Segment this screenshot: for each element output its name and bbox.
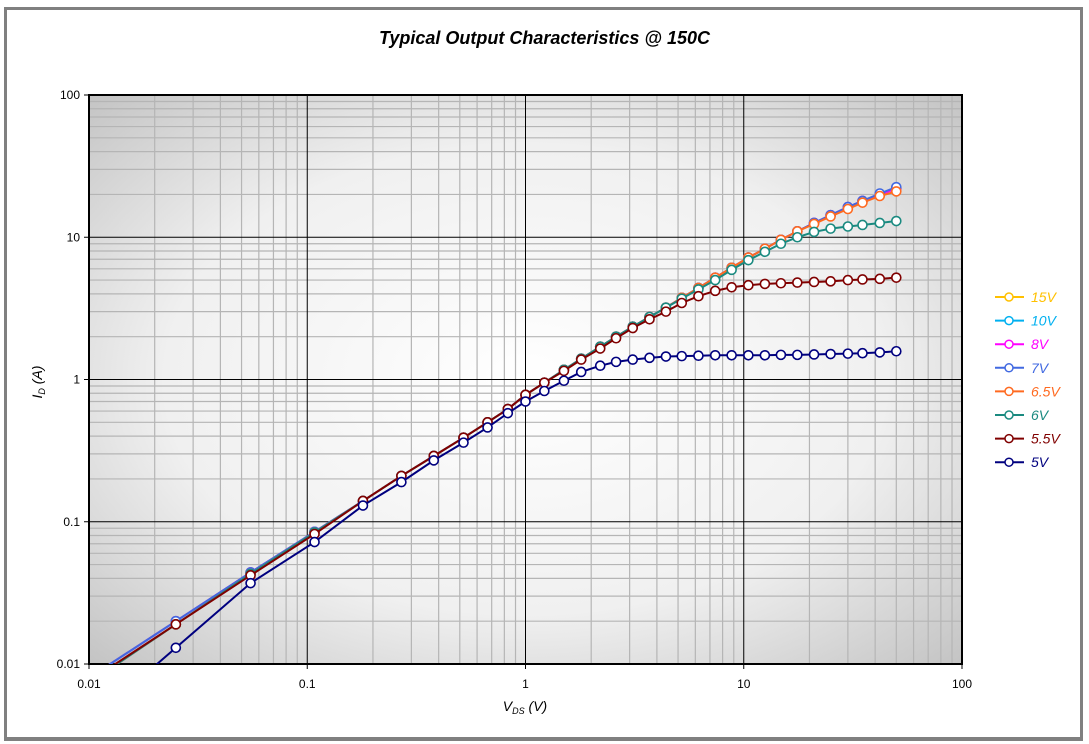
- svg-text:10: 10: [67, 230, 81, 244]
- svg-text:VDS (V): VDS (V): [503, 698, 547, 716]
- svg-text:1: 1: [522, 677, 529, 691]
- axis-ticks: 0.01 0.1 1 10 100 0.01 0.1 1 10 100: [57, 88, 973, 691]
- legend-item-5.5V: 5.5V: [995, 431, 1061, 447]
- legend-item-10V: 10V: [995, 313, 1058, 329]
- legend-item-6V: 6V: [995, 407, 1050, 423]
- svg-text:6.5V: 6.5V: [1031, 383, 1061, 399]
- y-axis-label: ID (A): [29, 366, 47, 399]
- svg-text:15V: 15V: [1031, 289, 1058, 305]
- svg-text:100: 100: [60, 88, 80, 102]
- svg-text:1: 1: [73, 373, 80, 387]
- data-series: [108, 181, 902, 664]
- svg-text:5V: 5V: [1031, 454, 1050, 470]
- legend-item-6.5V: 6.5V: [995, 383, 1061, 399]
- svg-text:0.1: 0.1: [63, 515, 80, 529]
- svg-text:0.1: 0.1: [299, 677, 316, 691]
- svg-text:10V: 10V: [1031, 313, 1058, 329]
- legend: 15V 10V 8V 7V 6.5V 6V 5.5V 5V: [995, 289, 1061, 470]
- major-grid: [89, 95, 962, 664]
- legend-item-15V: 15V: [995, 289, 1058, 305]
- svg-text:ID (A): ID (A): [29, 366, 47, 399]
- svg-text:5.5V: 5.5V: [1031, 431, 1061, 447]
- svg-text:0.01: 0.01: [57, 657, 81, 671]
- svg-text:6V: 6V: [1031, 407, 1050, 423]
- legend-item-5V: 5V: [995, 454, 1050, 470]
- series-5V: [155, 345, 902, 664]
- series-5.5V: [113, 272, 902, 664]
- legend-item-7V: 7V: [995, 360, 1050, 376]
- svg-text:10: 10: [737, 677, 751, 691]
- svg-text:100: 100: [952, 677, 972, 691]
- x-axis-label: VDS (V): [503, 698, 547, 716]
- svg-text:7V: 7V: [1031, 360, 1050, 376]
- chart-title: Typical Output Characteristics @ 150C: [379, 28, 710, 48]
- svg-text:8V: 8V: [1031, 336, 1050, 352]
- legend-item-8V: 8V: [995, 336, 1050, 352]
- svg-text:0.01: 0.01: [77, 677, 101, 691]
